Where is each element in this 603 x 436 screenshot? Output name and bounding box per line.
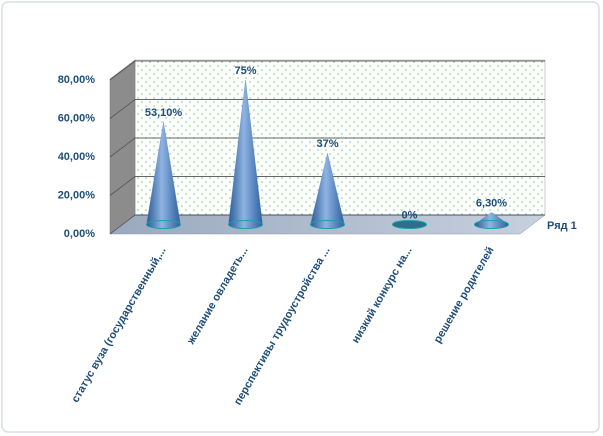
value-label: 6,30% xyxy=(476,197,507,209)
cone-base xyxy=(228,220,263,229)
value-label: 37% xyxy=(316,138,338,150)
cone-base xyxy=(310,220,345,229)
y-tick-label: 60,00% xyxy=(58,112,96,124)
y-tick-label: 80,00% xyxy=(58,74,96,86)
value-label: 53,10% xyxy=(145,107,183,119)
legend-label: Ряд 1 xyxy=(547,220,577,232)
cone-base xyxy=(146,220,181,229)
cone xyxy=(146,122,181,229)
cone xyxy=(474,212,509,229)
y-tick-label: 0,00% xyxy=(64,228,95,240)
grid-line-side xyxy=(109,176,136,196)
cone xyxy=(228,80,263,229)
cone-base xyxy=(392,220,427,229)
back-wall xyxy=(134,59,546,216)
value-label: 75% xyxy=(234,65,256,77)
cone xyxy=(310,153,345,229)
grid-line-side xyxy=(109,137,136,158)
grid-line-side xyxy=(109,99,136,119)
grid-line-side xyxy=(109,214,136,235)
y-tick-label: 20,00% xyxy=(58,189,96,201)
value-label: 0% xyxy=(402,209,418,221)
cone-base xyxy=(474,220,509,229)
grid-line-side xyxy=(109,60,136,81)
cone xyxy=(392,220,427,229)
y-tick-label: 40,00% xyxy=(58,151,96,163)
